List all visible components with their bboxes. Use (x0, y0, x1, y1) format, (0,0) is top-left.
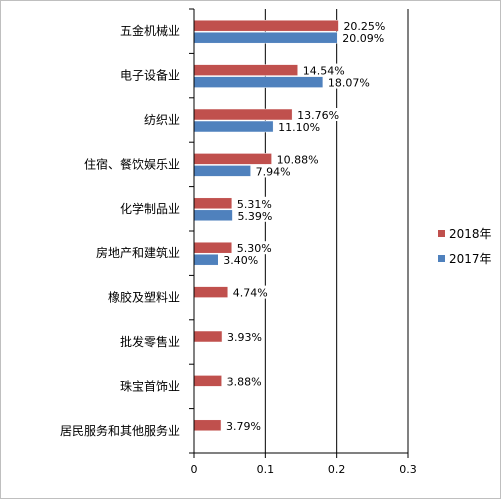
labels: 0 0.1 0.2 0.3 五金机械业 20.25%20.09% 电子设备业 14.54%18… (60, 19, 417, 476)
category-label: 五金机械业 (120, 23, 180, 38)
data-label: 18.07% (328, 77, 370, 90)
data-label-bg (234, 241, 272, 255)
data-label: 20.25% (343, 20, 385, 33)
data-label: 5.31% (237, 198, 272, 211)
bar-series2 (193, 209, 233, 222)
data-label-bg (221, 253, 259, 267)
category-label: 电子设备业 (120, 69, 180, 83)
data-label: 13.76% (297, 109, 339, 122)
data-label-bg (224, 418, 262, 432)
legend-swatch (438, 230, 445, 237)
legend: 2018年 2017年 (438, 227, 492, 266)
bar-series2 (193, 165, 251, 177)
data-label-bg (276, 120, 320, 133)
legend-swatch (438, 255, 445, 262)
data-label: 11.10% (278, 121, 320, 134)
data-label: 20.09% (342, 32, 384, 45)
bar-series1 (193, 330, 223, 343)
data-label: 3.79% (226, 420, 261, 433)
data-label: 3.40% (223, 254, 258, 267)
data-label: 5.30% (237, 242, 272, 255)
data-label-bg (224, 374, 262, 388)
bar-series2 (193, 76, 324, 88)
bar-series1 (193, 64, 298, 76)
data-label-bg (235, 208, 273, 222)
bar-series1 (193, 419, 222, 432)
data-label-bg (230, 285, 268, 299)
x-tick-label: 0.2 (328, 463, 346, 476)
bar-series1 (193, 375, 222, 387)
data-label: 5.39% (237, 210, 272, 223)
bars (193, 19, 339, 432)
bar-series2 (193, 31, 338, 44)
data-label-bg (340, 31, 384, 45)
bar-series2 (193, 253, 219, 266)
data-label-bg (341, 19, 386, 33)
legend-label: 2017年 (449, 252, 492, 266)
category-label: 橡胶及塑料业 (108, 290, 180, 305)
data-label: 3.93% (227, 331, 262, 344)
data-label-bg (234, 196, 272, 210)
data-label-bg (300, 63, 345, 77)
x-tick-label: 0 (191, 463, 198, 476)
data-label: 14.54% (303, 65, 345, 78)
legend-label: 2018年 (449, 227, 492, 241)
data-label-bg (225, 330, 263, 343)
category-label: 居民服务和其他服务业 (60, 423, 180, 438)
bar-series1 (193, 153, 272, 165)
bar-series1 (193, 197, 233, 210)
category-label: 纺织业 (144, 113, 180, 127)
data-label: 4.74% (233, 287, 268, 300)
bar-series1 (193, 286, 229, 298)
data-label-bg (325, 75, 370, 89)
x-tick-label: 0.1 (257, 463, 275, 476)
category-label: 住宿、餐饮娱乐业 (84, 156, 180, 171)
bar-series1 (193, 19, 339, 32)
bar-series2 (193, 120, 274, 133)
bar-series1 (193, 241, 233, 254)
x-tick-label: 0.3 (399, 463, 417, 476)
axes (189, 8, 409, 458)
category-label: 房地产和建筑业 (96, 245, 180, 260)
category-label: 化学制品业 (120, 201, 180, 216)
bar-series1 (193, 108, 293, 121)
data-label: 7.94% (256, 165, 291, 178)
data-label-bg (295, 108, 339, 121)
data-label: 10.88% (277, 153, 319, 166)
data-label-bg (253, 164, 291, 178)
category-label: 珠宝首饰业 (120, 379, 180, 393)
category-label: 批发零售业 (120, 334, 180, 349)
data-label: 3.88% (227, 375, 262, 388)
data-label-bg (274, 152, 319, 166)
